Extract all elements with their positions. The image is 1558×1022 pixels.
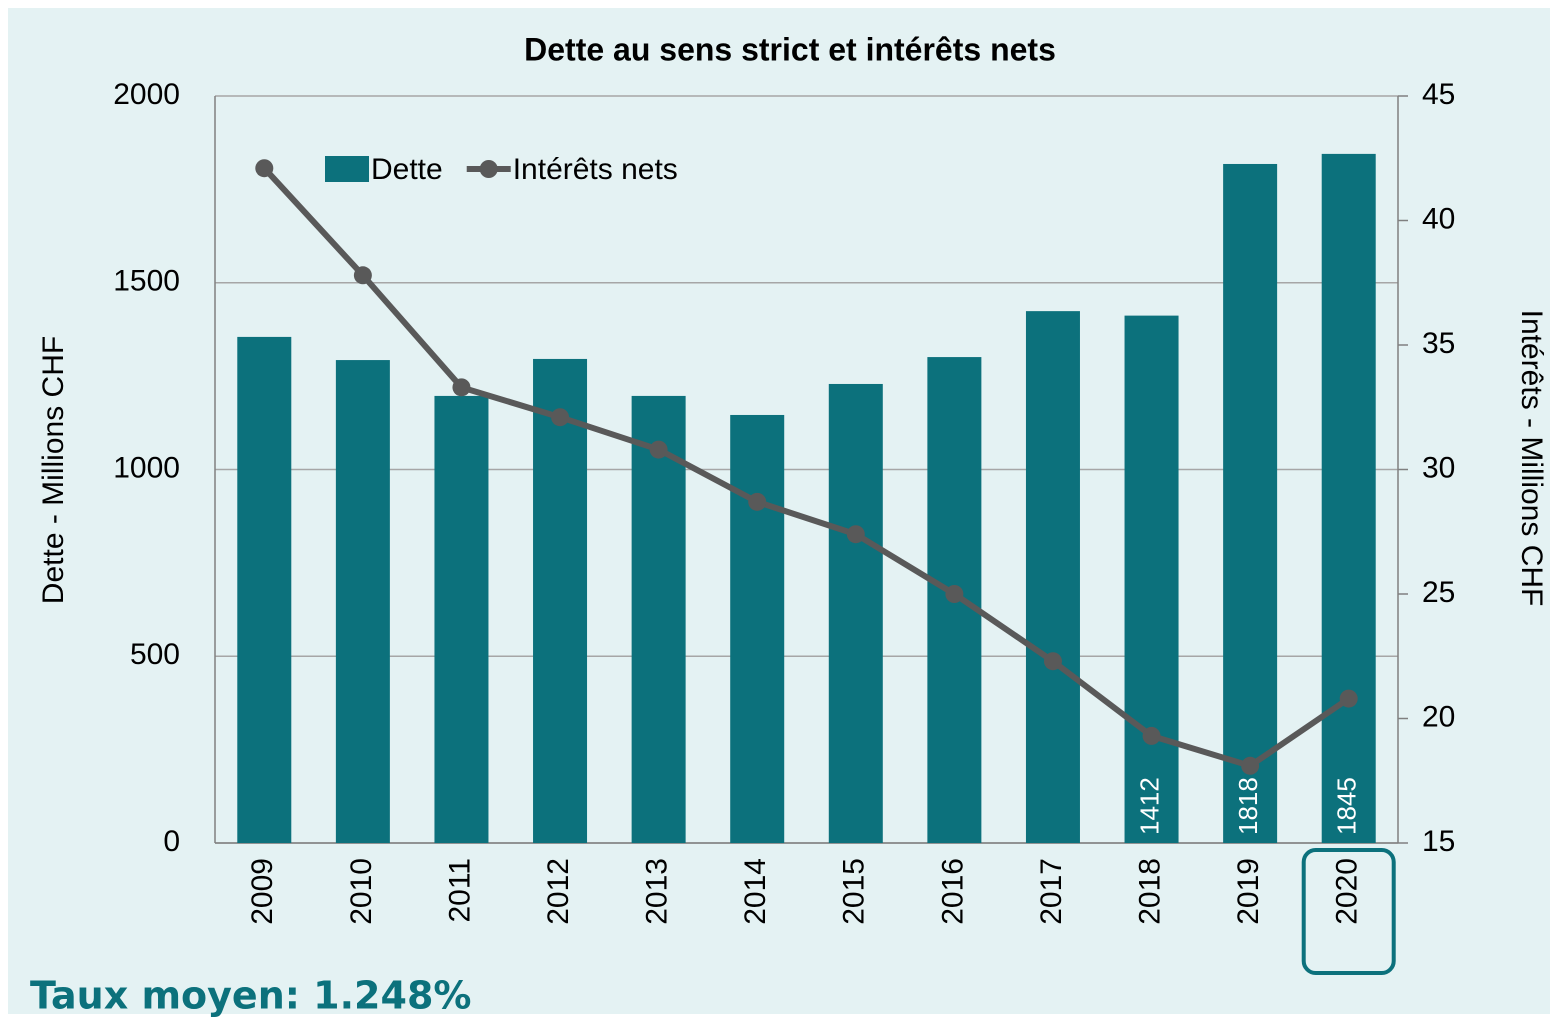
bar [533,358,588,843]
chart-title: Dette au sens strict et intérêts nets [524,31,1056,67]
line-marker [748,492,767,511]
line-marker [945,585,964,603]
bar [335,360,390,843]
y2-tick-label: 20 [1422,700,1455,733]
y-tick-label: 2000 [113,78,180,111]
x-tick-label: 2014 [739,858,772,925]
line-marker [1043,652,1062,671]
y-tick-label: 0 [163,825,180,858]
bar [631,395,686,843]
x-tick-label: 2010 [345,858,378,925]
x-tick-label: 2015 [838,858,871,925]
legend-marker [479,160,498,178]
bar [1321,153,1376,843]
line-marker [1142,726,1161,745]
bar [730,414,785,843]
x-tick-label: 2017 [1035,858,1068,925]
y-axis-label: Dette - Millions CHF [37,336,70,604]
annotation: Taux moyen: 1.248% [30,974,471,1018]
data-label: 1818 [1233,777,1263,835]
x-tick-label: 2012 [542,858,575,925]
y-tick-label: 1500 [113,265,180,298]
legend-label: Intérêts nets [513,153,678,186]
line-marker [551,408,570,427]
x-tick-label: 2018 [1133,858,1166,925]
bar [1223,163,1278,844]
data-label: 1412 [1134,777,1164,835]
legend-label: Dette [371,153,443,186]
bar [1124,315,1179,843]
line-marker [649,440,668,459]
line-marker [353,266,372,285]
y2-axis-label: Intérêts - Millions CHF [1515,310,1548,607]
line-marker [452,378,471,397]
x-tick-label: 2013 [641,858,674,925]
x-tick-label: 2011 [443,858,476,923]
y-tick-label: 500 [130,638,180,671]
x-tick-label: 2020 [1331,858,1364,925]
line-marker [255,159,274,178]
highlight-box [1301,848,1396,975]
y2-tick-label: 25 [1422,576,1455,609]
y-tick-label: 1000 [113,451,180,484]
y2-tick-label: 45 [1422,78,1455,111]
bar [828,383,883,843]
y2-tick-label: 30 [1422,451,1455,484]
bar [434,395,489,843]
line-marker [1339,689,1358,708]
bar [1025,311,1080,843]
line-marker [846,525,865,544]
legend-swatch [325,156,369,182]
x-tick-label: 2016 [936,858,969,925]
y2-tick-label: 35 [1422,327,1455,360]
data-label: 1845 [1332,777,1362,835]
y2-tick-label: 15 [1422,825,1455,858]
x-tick-label: 2019 [1232,858,1265,925]
x-tick-label: 2009 [246,858,279,925]
y2-tick-label: 40 [1422,202,1455,235]
line [262,166,1351,769]
line-marker [1241,756,1260,775]
bar [237,336,292,843]
